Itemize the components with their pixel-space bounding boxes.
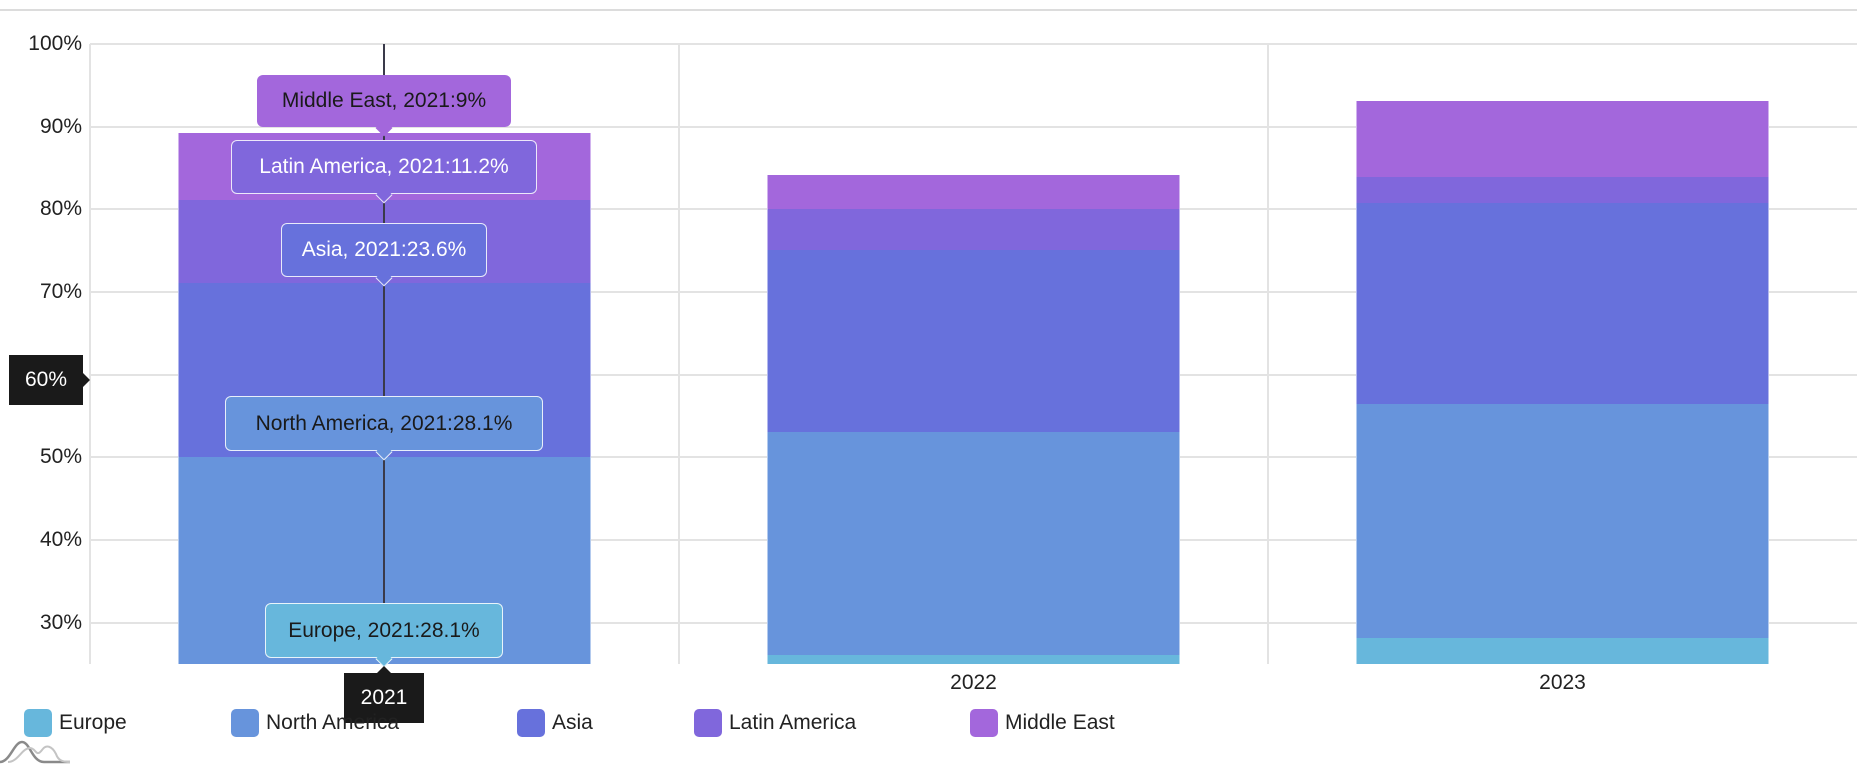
bar-segment-asia[interactable]	[767, 249, 1180, 432]
bar-segment-north-america[interactable]	[767, 431, 1180, 655]
tooltip-text: Asia, 2021:23.6%	[301, 238, 467, 261]
bar-segment-latin-america[interactable]	[1356, 177, 1769, 203]
y-axis-tick-label: 80%	[39, 197, 82, 221]
tooltip-text: Europe, 2021:28.1%	[288, 618, 480, 642]
legend-swatch-icon	[694, 709, 722, 737]
tooltip-middle-east: Middle East, 2021:9%	[257, 75, 511, 137]
tooltip-text: Latin America, 2021:11.2%	[259, 155, 509, 178]
legend-label: Europe	[59, 711, 127, 734]
legend-item-middle-east[interactable]: Middle East	[970, 709, 1115, 737]
legend-swatch-icon	[24, 709, 52, 737]
y-axis-tick-label: 70%	[39, 280, 82, 303]
x-axis-tick-label: 2022	[950, 671, 997, 694]
bar-segment-europe[interactable]	[1356, 638, 1769, 664]
tooltip-latin-america: Latin America, 2021:11.2%	[231, 140, 537, 204]
tooltip-north-america: North America, 2021:28.1%	[225, 396, 543, 461]
tooltip-pointer-icon	[83, 373, 90, 387]
tooltip-europe: Europe, 2021:28.1%	[265, 603, 503, 668]
gridline-vertical	[678, 44, 680, 664]
legend-item-europe[interactable]: Europe	[24, 709, 127, 737]
legend-swatch-icon	[970, 709, 998, 737]
bar-segment-europe[interactable]	[767, 654, 1180, 664]
legend-item-north-america[interactable]: North America	[231, 709, 399, 737]
legend-swatch-icon	[517, 709, 545, 737]
y-axis-tick-label: 90%	[39, 114, 82, 138]
legend-label: Asia	[552, 711, 593, 734]
tooltip-text: North America, 2021:28.1%	[255, 411, 513, 435]
x-cursor-tooltip: 2021	[344, 666, 424, 723]
legend-item-latin-america[interactable]: Latin America	[694, 709, 856, 737]
y-axis-tick-label: 100%	[28, 32, 82, 55]
legend-label: Middle East	[1005, 711, 1115, 734]
legend-item-asia[interactable]: Asia	[517, 709, 593, 737]
bar-segment-middle-east[interactable]	[1356, 101, 1769, 178]
gridline-vertical	[89, 44, 91, 664]
tooltip-asia: Asia, 2021:23.6%	[281, 223, 487, 287]
gridline-vertical	[1267, 44, 1269, 664]
y-axis-tick-label: 30%	[39, 610, 82, 634]
cursor-line	[383, 44, 385, 664]
tooltip-pointer-icon	[377, 666, 391, 673]
gridline-horizontal	[90, 125, 1857, 128]
bar-segment-north-america[interactable]	[1356, 403, 1769, 639]
y-cursor-tooltip: 60%	[9, 355, 90, 405]
amcharts-logo-icon[interactable]	[0, 740, 72, 766]
top-divider	[0, 9, 1857, 11]
tooltip-text: Middle East, 2021:9%	[281, 89, 487, 112]
bar-segment-middle-east[interactable]	[767, 174, 1180, 210]
bar-segment-asia[interactable]	[1356, 202, 1769, 404]
bar-segment-latin-america[interactable]	[767, 209, 1180, 250]
y-axis-tick-label: 50%	[39, 445, 82, 469]
gridline-horizontal	[90, 43, 1857, 45]
legend-swatch-icon	[231, 709, 259, 737]
y-axis-tick-label: 40%	[39, 528, 82, 551]
legend-label: North America	[266, 711, 400, 734]
y-cursor-label: 60%	[24, 368, 68, 391]
tooltip-pointer-icon	[375, 650, 393, 668]
x-cursor-label: 2021	[360, 686, 408, 709]
x-axis-tick-label: 2023	[1539, 671, 1586, 694]
legend-label: Latin America	[729, 711, 857, 734]
